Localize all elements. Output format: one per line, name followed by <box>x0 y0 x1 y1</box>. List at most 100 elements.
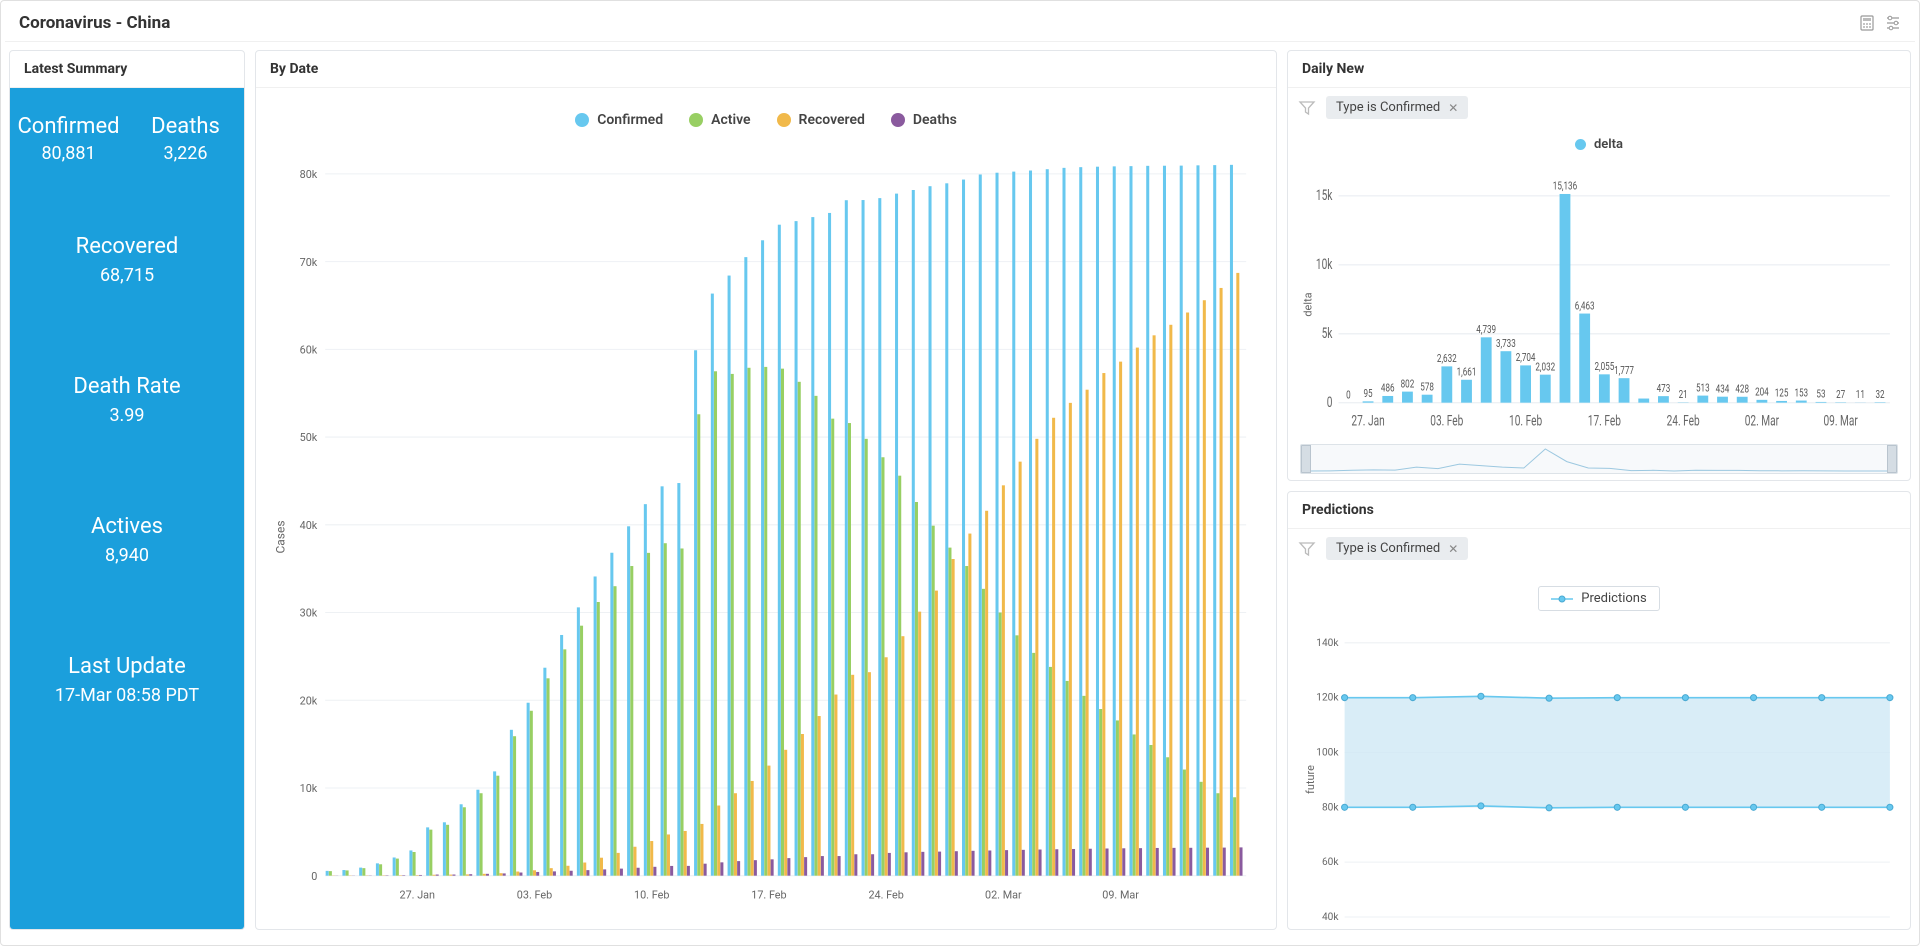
svg-text:473: 473 <box>1657 383 1671 396</box>
legend-item[interactable]: Recovered <box>777 112 865 128</box>
settings-filter-icon[interactable] <box>1885 15 1901 31</box>
bydate-body: ConfirmedActiveRecoveredDeaths Cases 010… <box>256 88 1276 929</box>
svg-text:578: 578 <box>1420 381 1434 394</box>
predictions-legend-box: Predictions <box>1538 586 1659 611</box>
svg-text:30k: 30k <box>300 606 318 619</box>
svg-text:24. Feb: 24. Feb <box>868 888 903 901</box>
svg-text:17. Feb: 17. Feb <box>1588 413 1621 430</box>
svg-text:1,777: 1,777 <box>1614 365 1634 378</box>
svg-text:2,032: 2,032 <box>1535 361 1555 374</box>
predictions-ylabel: future <box>1304 765 1317 794</box>
header-actions <box>1859 15 1901 31</box>
filter-icon[interactable] <box>1298 99 1316 117</box>
svg-text:486: 486 <box>1381 382 1395 395</box>
daily-chart[interactable]: 05k10k15k0954868025782,6321,6614,7393,73… <box>1300 162 1898 434</box>
page-root: Coronavirus - China Latest Summary Confi… <box>0 0 1920 946</box>
bydate-panel: By Date Confirmed Active Recovered Deaths C… <box>255 50 1277 930</box>
nav-handle-right[interactable] <box>1887 445 1897 473</box>
legend-swatch <box>575 113 589 127</box>
svg-text:09. Mar: 09. Mar <box>1823 413 1858 430</box>
svg-text:0: 0 <box>311 870 317 883</box>
predictions-panel: Predictions Type is Confirmed ✕ <box>1287 491 1911 930</box>
svg-text:2,632: 2,632 <box>1437 353 1457 366</box>
summary-panel: Latest Summary Confirmed 80,881 Deaths 3… <box>9 50 245 930</box>
daily-filter-row: Type is Confirmed ✕ <box>1288 88 1910 127</box>
legend-swatch <box>891 113 905 127</box>
svg-text:204: 204 <box>1755 386 1769 399</box>
daily-body: delta delta 05k10k15k0954868025782,6321,… <box>1288 127 1910 480</box>
confirmed-value: 80,881 <box>14 143 123 164</box>
svg-text:80k: 80k <box>1322 803 1339 814</box>
svg-text:10. Feb: 10. Feb <box>634 888 669 901</box>
svg-text:40k: 40k <box>1322 912 1339 923</box>
daily-title: Daily New <box>1288 51 1910 88</box>
svg-text:153: 153 <box>1794 387 1808 400</box>
svg-text:2,055: 2,055 <box>1594 361 1614 374</box>
svg-text:428: 428 <box>1735 383 1749 396</box>
svg-text:5k: 5k <box>1322 325 1333 342</box>
legend-item[interactable]: Deaths <box>891 112 957 128</box>
daily-filter-chip[interactable]: Type is Confirmed ✕ <box>1326 96 1468 119</box>
summary-deaths: Deaths 3,226 <box>127 88 244 190</box>
svg-text:140k: 140k <box>1316 638 1339 649</box>
svg-text:02. Mar: 02. Mar <box>1745 413 1780 430</box>
nav-handle-left[interactable] <box>1301 445 1311 473</box>
recovered-label: Recovered <box>18 234 236 259</box>
bydate-chart[interactable]: 010k20k30k40k50k60k70k80k27. Jan03. Feb1… <box>274 146 1258 913</box>
calculator-icon[interactable] <box>1859 15 1875 31</box>
page-title: Coronavirus - China <box>19 13 170 33</box>
svg-text:02. Mar: 02. Mar <box>985 888 1022 901</box>
predictions-body: Predictions future 40k60k80k100k120k140k <box>1288 568 1910 929</box>
legend-swatch <box>689 113 703 127</box>
actives-value: 8,940 <box>18 545 236 566</box>
predictions-marker-icon <box>1551 594 1573 604</box>
legend-label: Active <box>711 112 750 128</box>
legend-item[interactable]: Active <box>689 112 750 128</box>
svg-text:03. Feb: 03. Feb <box>517 888 552 901</box>
bydate-legend: Confirmed Active Recovered Deaths <box>274 112 1258 128</box>
daily-navigator[interactable] <box>1300 444 1898 474</box>
svg-text:2,704: 2,704 <box>1516 352 1536 365</box>
bydate-title: By Date <box>256 51 1276 88</box>
svg-text:10k: 10k <box>300 782 318 795</box>
last-update-label: Last Update <box>18 654 236 679</box>
svg-text:0: 0 <box>1327 394 1333 411</box>
summary-confirmed: Confirmed 80,881 <box>10 88 127 190</box>
svg-text:95: 95 <box>1364 388 1373 401</box>
daily-filter-label: Type is Confirmed <box>1336 100 1440 115</box>
svg-text:11: 11 <box>1856 389 1865 402</box>
svg-text:4,739: 4,739 <box>1476 324 1496 337</box>
legend-label: Confirmed <box>597 112 663 128</box>
summary-last-update: Last Update 17-Mar 08:58 PDT <box>10 610 244 750</box>
svg-text:15k: 15k <box>1316 187 1333 204</box>
svg-text:09. Mar: 09. Mar <box>1102 888 1139 901</box>
daily-ylabel: delta <box>1302 292 1315 316</box>
right-column: Daily New Type is Confirmed ✕ delta <box>1287 50 1911 930</box>
filter-icon[interactable] <box>1298 540 1316 558</box>
deaths-value: 3,226 <box>131 143 240 164</box>
svg-text:03. Feb: 03. Feb <box>1430 413 1463 430</box>
svg-text:21: 21 <box>1679 389 1688 402</box>
chip-close-icon[interactable]: ✕ <box>1448 101 1458 115</box>
summary-body: Confirmed 80,881 Deaths 3,226 Recovered … <box>10 88 244 929</box>
daily-legend-label: delta <box>1594 137 1623 152</box>
death-rate-value: 3.99 <box>18 405 236 426</box>
daily-legend-swatch <box>1575 139 1586 150</box>
predictions-title: Predictions <box>1288 492 1910 529</box>
svg-text:50k: 50k <box>300 431 318 444</box>
svg-text:70k: 70k <box>300 256 318 269</box>
svg-text:27. Jan: 27. Jan <box>400 888 436 901</box>
svg-text:80k: 80k <box>300 168 318 181</box>
summary-recovered: Recovered 68,715 <box>10 190 244 330</box>
svg-text:20k: 20k <box>300 694 318 707</box>
predictions-chart[interactable]: 40k60k80k100k120k140k <box>1300 621 1898 925</box>
svg-text:40k: 40k <box>300 519 318 532</box>
predictions-filter-row: Type is Confirmed ✕ <box>1288 529 1910 568</box>
svg-text:100k: 100k <box>1316 748 1339 759</box>
recovered-value: 68,715 <box>18 265 236 286</box>
predictions-filter-label: Type is Confirmed <box>1336 541 1440 556</box>
chip-close-icon[interactable]: ✕ <box>1448 542 1458 556</box>
predictions-legend-label: Predictions <box>1581 591 1646 606</box>
legend-item[interactable]: Confirmed <box>575 112 663 128</box>
predictions-filter-chip[interactable]: Type is Confirmed ✕ <box>1326 537 1468 560</box>
